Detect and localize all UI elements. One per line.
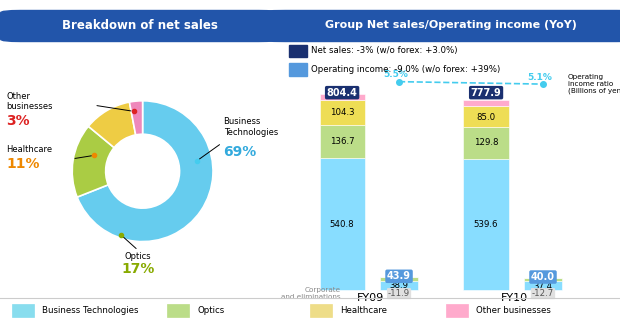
FancyBboxPatch shape xyxy=(259,10,620,42)
Text: Healthcare: Healthcare xyxy=(6,145,52,154)
Text: 37.4: 37.4 xyxy=(533,281,552,291)
Text: Business
Technologies: Business Technologies xyxy=(224,118,278,137)
Text: Other businesses: Other businesses xyxy=(476,306,551,315)
Text: FY10: FY10 xyxy=(501,292,528,303)
Bar xyxy=(289,45,308,57)
Bar xyxy=(319,158,365,291)
Text: Other: Other xyxy=(6,92,30,101)
Text: 11%: 11% xyxy=(6,157,40,171)
Wedge shape xyxy=(130,101,143,135)
Bar xyxy=(464,100,508,106)
Text: 777.9: 777.9 xyxy=(471,88,502,97)
Text: 40.0: 40.0 xyxy=(531,272,555,282)
Bar xyxy=(310,304,332,317)
Text: 12.8: 12.8 xyxy=(533,276,552,284)
FancyBboxPatch shape xyxy=(1,10,278,42)
Bar xyxy=(524,278,562,281)
Text: Optics: Optics xyxy=(125,252,151,261)
Bar xyxy=(464,159,508,291)
Bar xyxy=(380,278,419,281)
Text: Breakdown of net sales: Breakdown of net sales xyxy=(61,19,218,32)
Text: 540.8: 540.8 xyxy=(330,220,355,229)
Bar xyxy=(380,281,419,291)
Bar xyxy=(464,106,508,127)
Wedge shape xyxy=(77,101,213,241)
Text: -11.9: -11.9 xyxy=(388,289,410,298)
Wedge shape xyxy=(72,126,114,197)
Text: 136.7: 136.7 xyxy=(330,137,355,146)
Text: 5.5%: 5.5% xyxy=(383,70,408,79)
Wedge shape xyxy=(89,102,136,148)
Text: FY09: FY09 xyxy=(357,292,384,303)
Bar xyxy=(289,63,308,76)
Text: -12.7: -12.7 xyxy=(532,289,554,298)
Bar xyxy=(524,281,562,291)
Text: Operating
income ratio
(Billions of yen): Operating income ratio (Billions of yen) xyxy=(568,74,620,94)
Bar xyxy=(12,304,34,317)
Bar xyxy=(446,304,468,317)
Bar xyxy=(464,127,508,159)
Text: Net sales: -3% (w/o forex: +3.0%): Net sales: -3% (w/o forex: +3.0%) xyxy=(311,46,458,55)
Text: 539.6: 539.6 xyxy=(474,220,498,229)
Text: 804.4: 804.4 xyxy=(327,88,358,97)
Bar xyxy=(319,125,365,158)
Text: Operating income: -9.0% (w/o forex: +39%): Operating income: -9.0% (w/o forex: +39%… xyxy=(311,65,500,74)
Text: businesses: businesses xyxy=(6,102,53,111)
Text: 3%: 3% xyxy=(6,114,30,128)
Text: Optics: Optics xyxy=(197,306,224,315)
Text: 17%: 17% xyxy=(122,262,155,276)
Text: Business Technologies: Business Technologies xyxy=(42,306,139,315)
Text: 104.3: 104.3 xyxy=(330,108,355,117)
Text: Group Net sales/Operating income (YoY): Group Net sales/Operating income (YoY) xyxy=(325,20,577,31)
Text: 43.9: 43.9 xyxy=(387,271,411,281)
Bar xyxy=(319,99,365,125)
Text: 69%: 69% xyxy=(224,145,257,159)
Bar xyxy=(167,304,189,317)
Text: Corporate
and eliminations: Corporate and eliminations xyxy=(281,287,340,300)
Text: 129.8: 129.8 xyxy=(474,138,498,147)
Text: Healthcare: Healthcare xyxy=(340,306,387,315)
Text: 38.9: 38.9 xyxy=(389,281,409,290)
Text: 14.3: 14.3 xyxy=(389,275,409,284)
Text: 5.1%: 5.1% xyxy=(527,73,552,82)
Bar xyxy=(319,94,365,99)
Text: 85.0: 85.0 xyxy=(477,112,495,122)
